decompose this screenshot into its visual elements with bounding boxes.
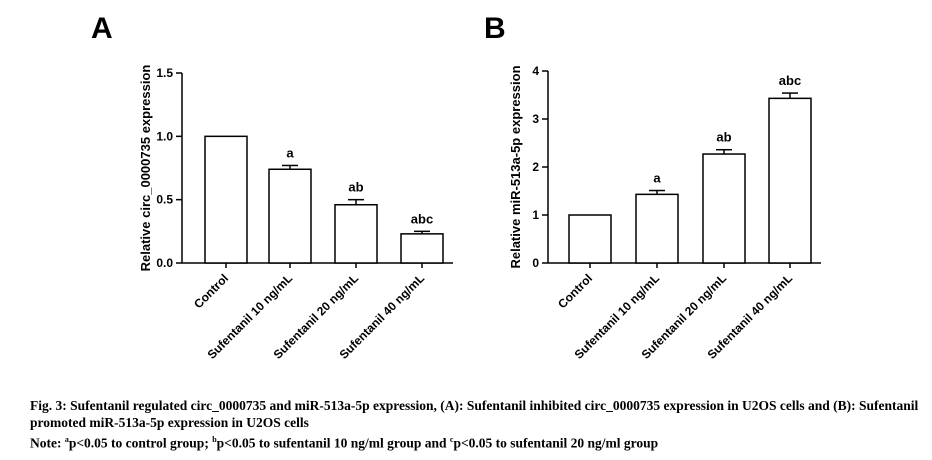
panel-a-letter: A	[91, 12, 113, 45]
note-a-sup: a	[64, 435, 69, 444]
panel-a-y-tick-label: 1.0	[156, 129, 173, 143]
caption-text: Sufentanil regulated circ_0000735 and mi…	[30, 398, 919, 430]
panel-a-bar	[204, 135, 248, 264]
note-b-text: p<0.05 to sufentanil 10 ng/ml group and	[216, 435, 447, 451]
panel-b-significance-label: abc	[779, 73, 801, 88]
panel-b-significance-label: a	[653, 171, 661, 186]
note-a-text: p<0.05 to control group;	[68, 435, 209, 451]
panel-b-bar	[702, 153, 746, 264]
panel-a-significance-label: abc	[411, 211, 433, 226]
panel-b-bar	[568, 214, 612, 264]
panel-b-significance-label: ab	[716, 130, 731, 145]
panel-a-y-tick-label: 0.0	[156, 256, 173, 270]
panel-a-significance-label: a	[286, 145, 294, 160]
note-c-text: p<0.05 to sufentanil 20 ng/ml group	[453, 435, 659, 451]
note-label: Note:	[30, 435, 62, 451]
panel-b-bar	[768, 97, 812, 264]
panel-b-y-tick-label: 1	[532, 208, 539, 222]
panel-a-y-tick-label: 0.5	[156, 193, 173, 207]
figure-note: Note: ap<0.05 to control group; bp<0.05 …	[30, 431, 920, 452]
panel-b-category-label: Control	[555, 271, 595, 311]
panel-a-significance-label: ab	[348, 180, 363, 195]
panel-b-y-tick-label: 3	[532, 112, 539, 126]
panel-a-bar	[334, 203, 378, 264]
panel-a-category-label: Control	[191, 271, 231, 311]
panel-b-bar	[635, 193, 679, 264]
panel-b-y-tick-label: 0	[532, 256, 539, 270]
note-c-sup: c	[449, 435, 454, 444]
figure-caption: Fig. 3: Sufentanil regulated circ_000073…	[30, 397, 920, 431]
note-b-sup: b	[212, 435, 217, 444]
panel-b-y-tick-label: 4	[532, 64, 539, 78]
panel-b-y-tick-label: 2	[532, 160, 539, 174]
panel-a-bar	[268, 168, 312, 264]
panel-a-y-axis-title: Relative circ_0000735 expression	[138, 65, 153, 272]
panel-b-y-axis-title: Relative miR-513a-5p expression	[508, 65, 523, 268]
panel-a-bar	[400, 233, 444, 264]
panel-a-y-tick-label: 1.5	[156, 66, 173, 80]
panel-b-letter: B	[484, 12, 506, 45]
caption-fig-label: Fig. 3:	[30, 398, 67, 413]
